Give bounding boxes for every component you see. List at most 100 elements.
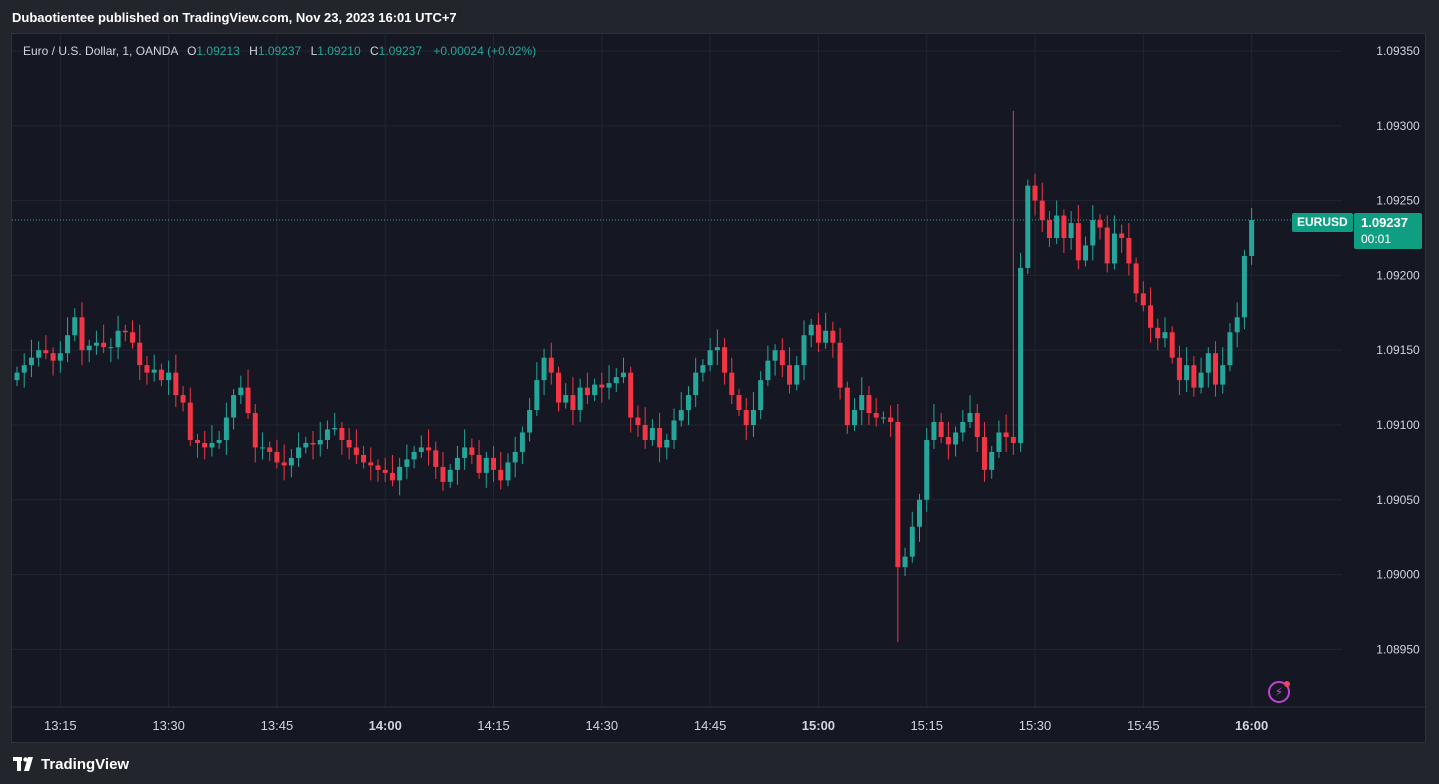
candle-body — [1249, 220, 1255, 256]
time-tick-label: 13:15 — [44, 718, 77, 733]
candle-body — [1155, 327, 1161, 339]
candle-body — [1018, 267, 1024, 443]
close-value: 1.09237 — [378, 44, 423, 58]
candle-body — [137, 342, 143, 366]
candle-body — [267, 447, 273, 452]
candle-body — [462, 447, 468, 458]
candle-body — [173, 372, 179, 396]
high-label: H — [249, 44, 258, 58]
time-tick-label: 13:45 — [261, 718, 294, 733]
change-value: +0.00024 (+0.02%) — [433, 44, 537, 58]
candle-body — [310, 442, 316, 445]
time-tick-label: 14:30 — [586, 718, 619, 733]
candle-body — [649, 427, 655, 440]
candle-body — [1213, 353, 1219, 385]
candle-body — [570, 395, 576, 411]
candle-body — [389, 472, 395, 481]
candle-body — [252, 413, 258, 448]
candle-body — [238, 387, 244, 396]
candle-body — [93, 342, 99, 346]
time-tick-label: 15:45 — [1127, 718, 1160, 733]
candlestick-chart[interactable]: 1.09350 1.09300 1.09250 1.09200 1.09150 1.091… — [12, 34, 1426, 743]
candle-body — [223, 417, 229, 440]
candle-body — [1104, 227, 1110, 264]
candle-body — [375, 465, 381, 470]
candle-body — [750, 410, 756, 425]
candle-body — [584, 387, 590, 396]
candle-body — [888, 417, 894, 423]
candle-body — [852, 410, 858, 425]
footer-brand-label: TradingView — [41, 755, 130, 773]
candle-body — [259, 447, 265, 449]
candle-body — [1068, 223, 1074, 238]
price-tick-label: 1.09350 — [1376, 44, 1420, 58]
candle-body — [1191, 365, 1197, 388]
candle-body — [830, 330, 836, 343]
last-price-value: 1.09237 — [1361, 215, 1408, 230]
candle-body — [1198, 372, 1204, 388]
candle-body — [1111, 233, 1117, 264]
chart-area[interactable]: 1.09350 1.09300 1.09250 1.09200 1.09150 1.091… — [11, 33, 1426, 743]
candle-body — [418, 447, 424, 452]
candle-body — [635, 417, 641, 425]
candle-body — [202, 442, 208, 448]
price-tick-label: 1.08950 — [1376, 642, 1420, 656]
candle-body — [476, 454, 482, 473]
candle-body — [72, 317, 78, 336]
candle-body — [787, 365, 793, 385]
candles — [14, 110, 1255, 642]
candle-body — [1003, 432, 1009, 437]
candle-body — [79, 317, 85, 351]
candle-body — [65, 335, 71, 354]
candle-body — [1046, 220, 1052, 238]
candle-body — [108, 347, 114, 349]
candle-body — [512, 451, 518, 463]
candle-body — [115, 330, 121, 348]
candle-body — [324, 429, 330, 440]
candle-body — [685, 395, 691, 411]
candle-body — [707, 350, 713, 366]
candle-body — [642, 425, 648, 440]
candle-body — [541, 357, 547, 381]
candle-body — [743, 410, 749, 425]
candle-body — [837, 342, 843, 388]
candle-body — [14, 372, 20, 381]
candle-body — [678, 410, 684, 421]
candle-body — [808, 324, 814, 336]
candle-body — [1025, 185, 1031, 268]
candle-body — [534, 380, 540, 411]
symbol-tag: EURUSD — [1292, 213, 1353, 232]
candle-body — [917, 499, 922, 527]
ohlc-legend: Euro / U.S. Dollar, 1, OANDA O1.09213 H1… — [23, 44, 536, 58]
candle-body — [1126, 238, 1132, 264]
candle-body — [1227, 332, 1233, 366]
candle-body — [1039, 200, 1045, 221]
candle-body — [36, 350, 42, 358]
candle-body — [1176, 357, 1182, 381]
candle-body — [1148, 305, 1154, 328]
candle-body — [245, 387, 251, 414]
candle-body — [548, 357, 554, 373]
candle-body — [151, 369, 157, 373]
price-tick-label: 1.09200 — [1376, 268, 1420, 282]
open-label: O — [187, 44, 197, 58]
candle-body — [628, 372, 634, 418]
grid-lines — [12, 34, 1342, 707]
candle-body — [815, 324, 821, 343]
candle-body — [404, 459, 410, 467]
price-tick-label: 1.09050 — [1376, 493, 1420, 507]
candle-body — [902, 556, 908, 568]
candle-body — [158, 369, 164, 381]
tradingview-brand[interactable]: TradingView — [13, 754, 129, 774]
candle-body — [491, 457, 497, 470]
candle-body — [866, 395, 872, 414]
candle-body — [996, 432, 1002, 452]
notification-dot — [1284, 681, 1290, 687]
lightning-bolt-icon[interactable]: ⚡ — [1268, 681, 1290, 703]
candle-body — [1205, 353, 1211, 373]
candle-body — [57, 353, 63, 361]
candle-body — [1032, 185, 1038, 201]
candle-body — [274, 451, 280, 463]
candle-body — [1140, 293, 1146, 306]
candle-body — [895, 422, 901, 568]
